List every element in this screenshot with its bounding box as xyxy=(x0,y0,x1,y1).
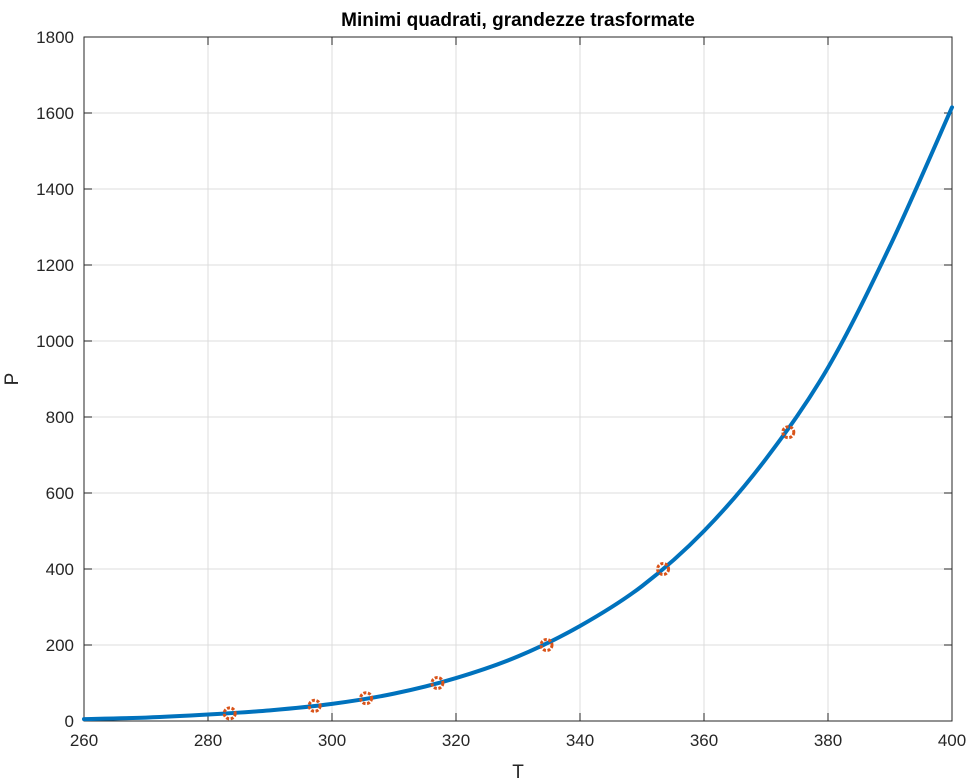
data-point-marker xyxy=(222,706,237,721)
x-tick-label: 260 xyxy=(70,731,98,750)
y-tick-label: 0 xyxy=(65,712,74,731)
data-point-marker xyxy=(430,676,445,690)
x-tick-label: 320 xyxy=(442,731,470,750)
data-point-marker xyxy=(656,562,671,576)
x-tick-label: 300 xyxy=(318,731,346,750)
y-tick-label: 600 xyxy=(46,484,74,503)
x-axis-ticks: 260 280 300 320 340 360 380 400 xyxy=(70,37,966,750)
data-point-marker xyxy=(307,698,322,713)
chart-title: Minimi quadrati, grandezze trasformate xyxy=(341,10,695,31)
y-axis-label: P xyxy=(2,373,23,386)
y-tick-label: 1600 xyxy=(36,104,74,123)
y-tick-label: 1200 xyxy=(36,256,74,275)
y-tick-label: 400 xyxy=(46,560,74,579)
plot-background xyxy=(84,37,952,721)
y-tick-label: 200 xyxy=(46,636,74,655)
x-tick-label: 340 xyxy=(566,731,594,750)
y-tick-label: 1000 xyxy=(36,332,74,351)
x-tick-label: 360 xyxy=(690,731,718,750)
x-axis-label: T xyxy=(512,762,524,782)
plot-frame xyxy=(83,36,953,722)
x-tick-label: 400 xyxy=(938,731,966,750)
series-layer xyxy=(82,105,954,722)
x-tick-label: 280 xyxy=(194,731,222,750)
data-point-marker xyxy=(781,425,796,440)
fit-curve-line xyxy=(82,105,954,722)
y-axis-ticks: 0 200 400 600 800 1000 1200 1400 1600 1800 xyxy=(36,28,952,731)
data-point-marker xyxy=(539,638,554,652)
data-point-marker xyxy=(359,691,374,706)
y-tick-label: 1800 xyxy=(36,28,74,47)
y-tick-label: 800 xyxy=(46,408,74,427)
y-tick-label: 1400 xyxy=(36,180,74,199)
x-tick-label: 380 xyxy=(814,731,842,750)
